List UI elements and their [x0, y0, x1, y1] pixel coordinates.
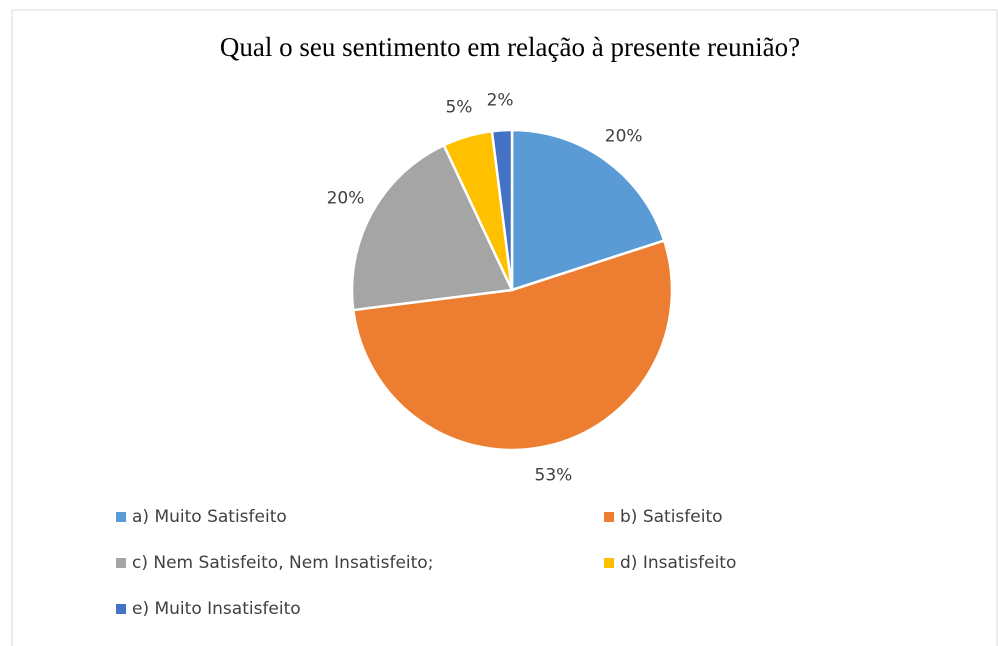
legend-swatch — [604, 558, 614, 568]
data-label: 20% — [605, 126, 643, 146]
data-label: 5% — [445, 98, 472, 118]
legend-label: b) Satisfeito — [620, 507, 723, 527]
pie-slice — [490, 128, 514, 291]
pie-slice — [350, 143, 514, 312]
pie-slice — [351, 238, 674, 452]
chart-title: Qual o seu sentimento em relação à prese… — [220, 32, 800, 62]
legend-swatch — [604, 512, 614, 522]
legend-swatch — [116, 558, 126, 568]
data-label: 53% — [535, 465, 573, 485]
legend-label: c) Nem Satisfeito, Nem Insatisfeito; — [132, 553, 433, 573]
legend-label: e) Muito Insatisfeito — [132, 599, 301, 619]
legend-swatch — [116, 604, 126, 614]
legend-label: a) Muito Satisfeito — [132, 507, 287, 527]
legend-swatch — [116, 512, 126, 522]
data-label: 20% — [327, 188, 365, 208]
pie-slice — [510, 128, 666, 292]
data-label: 2% — [487, 90, 514, 110]
legend-label: d) Insatisfeito — [620, 553, 736, 573]
